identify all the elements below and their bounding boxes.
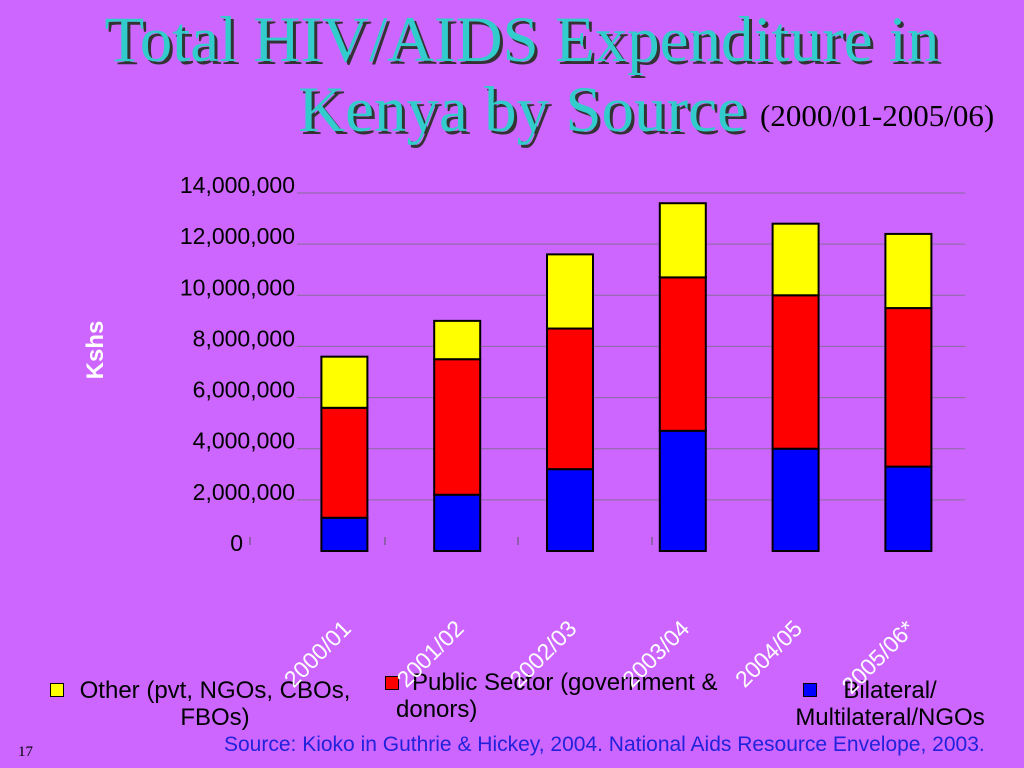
bars [320,202,933,553]
bar-public-sector-government-donors [320,406,369,519]
bar-other-pvt-ngos-cbos-fbos [320,355,369,409]
legend-label-bilateral: Bilateral/ Multilateral/NGOs [795,677,985,731]
y-tick-label: 0 [230,530,243,556]
x-axis-tick-marks [249,537,653,545]
gridlines [297,192,965,501]
legend-label-other: Other (pvt, NGOs, CBOs, FBOs) [79,677,351,731]
x-tick-label: 2005/06* [836,615,920,699]
bar-public-sector-government-donors [433,358,482,496]
bar-bilateral-multilateral-ngos [546,468,594,552]
y-tick-label: 14,000,000 [180,172,295,198]
x-tick-label: 2000/01 [279,615,356,692]
bar-public-sector-government-donors [658,276,707,432]
y-tick-label: 6,000,000 [193,377,295,403]
x-tick-label: 2001/02 [392,615,469,692]
slide-title: Total HIV/AIDS Expenditure in Kenya by S… [104,4,940,146]
stacked-bar-chart: Kshs 0 2,000,000 4,000,000 6,000,000 8,000,0… [82,172,965,699]
bar-other-pvt-ngos-cbos-fbos [433,319,482,361]
bar-bilateral-multilateral-ngos [433,493,482,552]
x-tick-label: 2004/05 [730,615,807,692]
source-note: Source: Kioko in Guthrie & Hickey, 2004.… [224,733,985,756]
bar-bilateral-multilateral-ngos [884,465,933,552]
bar-other-pvt-ngos-cbos-fbos [771,222,820,297]
y-axis-tick-labels: 0 2,000,000 4,000,000 6,000,000 8,000,000 10,… [180,172,295,556]
y-tick-label: 4,000,000 [193,428,295,454]
bar-other-pvt-ngos-cbos-fbos [658,202,707,279]
slide-subtitle: (2000/01-2005/06) [760,98,995,133]
y-tick-label: 2,000,000 [193,479,295,505]
x-tick-label: 2002/03 [504,615,581,692]
bar-other-pvt-ngos-cbos-fbos [884,232,933,310]
legend-label-public-sector: Public Sector (government & donors) [396,669,718,723]
legend-swatch-other [50,683,64,697]
bar-public-sector-government-donors [546,327,594,471]
bar-other-pvt-ngos-cbos-fbos [546,253,594,330]
bar-public-sector-government-donors [771,294,820,450]
y-tick-label: 12,000,000 [180,223,295,249]
bar-bilateral-multilateral-ngos [658,429,707,553]
y-tick-label: 8,000,000 [193,325,295,351]
x-tick-label: 2003/04 [617,615,694,692]
legend-swatch-bilateral [803,683,817,697]
y-axis-label: Kshs [82,321,109,380]
y-tick-label: 10,000,000 [180,274,295,300]
legend-swatch-public-sector [385,676,399,690]
x-axis-tick-labels: 2000/01 2001/02 2002/03 2003/04 2004/05 2005/… [279,615,920,699]
bar-public-sector-government-donors [884,307,933,468]
page-number: 17 [18,744,33,760]
bar-bilateral-multilateral-ngos [320,516,369,552]
bar-bilateral-multilateral-ngos [771,447,820,553]
